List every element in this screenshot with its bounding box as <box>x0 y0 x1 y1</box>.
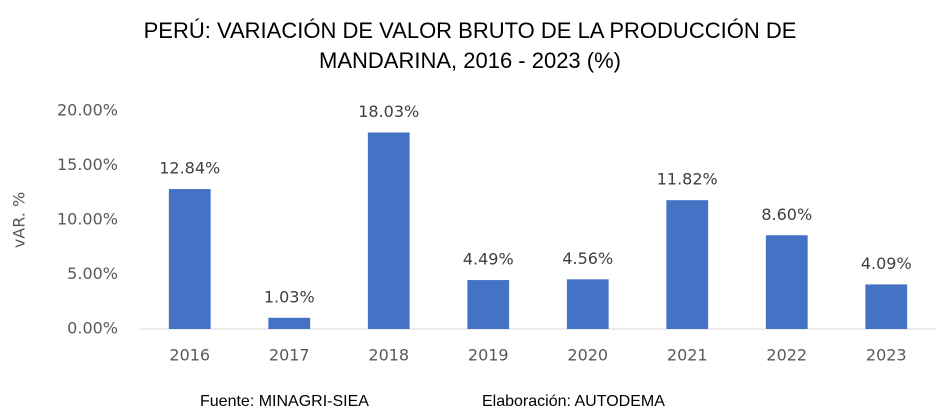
x-tick-label: 2019 <box>468 346 509 365</box>
y-tick-label: 5.00% <box>67 264 118 283</box>
x-tick-label: 2018 <box>368 346 409 365</box>
x-tick-label: 2017 <box>269 346 310 365</box>
bar <box>865 284 908 329</box>
data-label: 4.49% <box>463 250 514 269</box>
source-note: Fuente: MINAGRI-SIEA <box>200 393 369 410</box>
x-tick-label: 2023 <box>866 346 907 365</box>
bar <box>666 200 709 329</box>
y-tick-label: 10.00% <box>57 210 118 229</box>
y-axis-label: vAR. % <box>10 192 29 248</box>
data-label: 4.09% <box>861 254 912 273</box>
bar <box>566 279 609 329</box>
credit-note: Elaboración: AUTODEMA <box>482 393 665 410</box>
data-label: 4.56% <box>562 249 613 268</box>
y-tick-label: 0.00% <box>67 319 118 338</box>
x-tick-label: 2020 <box>567 346 608 365</box>
x-tick-label: 2022 <box>766 346 807 365</box>
data-label: 1.03% <box>264 287 315 306</box>
bar <box>168 189 211 329</box>
chart-title: PERÚ: VARIACIÓN DE VALOR BRUTO DE LA PRO… <box>144 18 797 43</box>
y-tick-label: 15.00% <box>57 155 118 174</box>
x-tick-label: 2021 <box>667 346 708 365</box>
chart-title: MANDARINA, 2016 - 2023 (%) <box>319 48 621 73</box>
bar <box>367 132 410 329</box>
data-label: 11.82% <box>657 170 718 189</box>
x-tick-label: 2016 <box>169 346 210 365</box>
data-label: 18.03% <box>358 102 419 121</box>
bar <box>268 317 311 329</box>
bar <box>467 280 510 329</box>
data-label: 8.60% <box>761 205 812 224</box>
data-label: 12.84% <box>159 159 220 178</box>
y-tick-label: 20.00% <box>57 101 118 120</box>
bar <box>765 235 808 329</box>
